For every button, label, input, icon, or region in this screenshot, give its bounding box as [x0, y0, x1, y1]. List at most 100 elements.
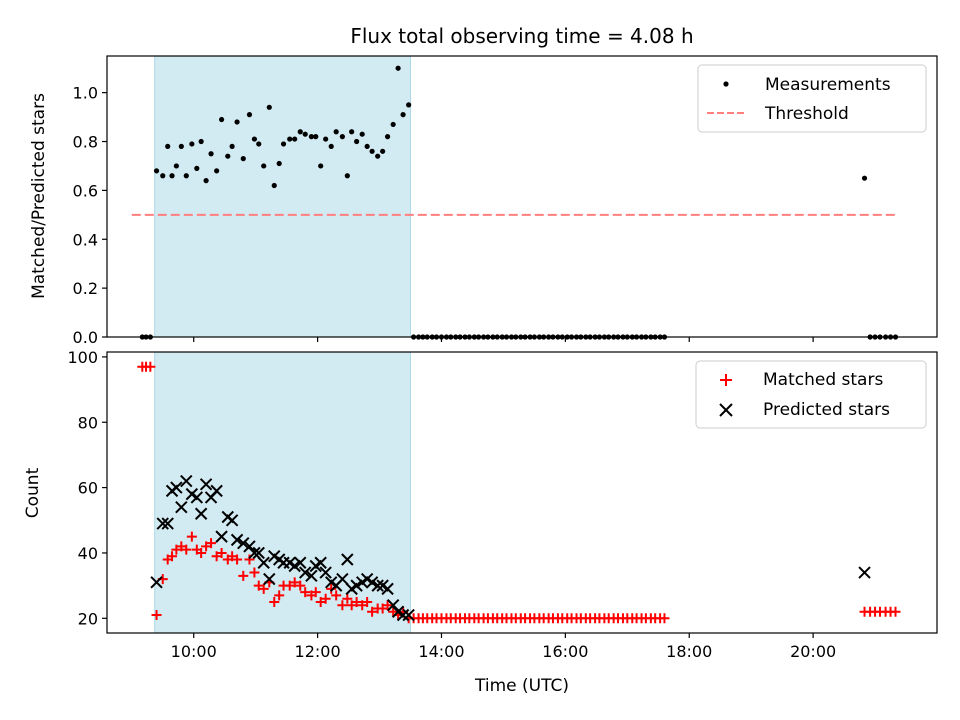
matched-star-point: [320, 593, 331, 604]
y-tick-label: 0.6: [73, 181, 98, 200]
measurement-point: [359, 131, 365, 137]
measurement-point: [261, 163, 267, 169]
legend-threshold-label: Threshold: [764, 104, 849, 124]
predicted-star-point: [180, 474, 193, 488]
predicted-star-point: [294, 556, 307, 569]
predicted-star-point: [350, 579, 363, 592]
bottom-panel: 20 40 60 80 100 10:00 12:00 14:00 16:00 18:00 20:0…: [67, 348, 938, 661]
measurement-point: [218, 116, 225, 123]
measurement-point: [153, 168, 160, 174]
measurement-point: [240, 156, 246, 162]
predicted-star-point: [386, 599, 400, 612]
legend-matched-label: Matched stars: [763, 370, 883, 390]
measurement-point: [234, 119, 240, 125]
predicted-star-point: [225, 514, 239, 527]
bottom-legend: Matched stars Predicted stars: [695, 360, 927, 429]
y-tick-label: 1.0: [73, 84, 98, 103]
predicted-star-point: [299, 566, 312, 579]
matched-star-point: [249, 567, 260, 578]
predicted-star-point: [305, 569, 318, 583]
bottom-y-axis-label: Count: [23, 467, 43, 518]
y-tick-label: 0.2: [73, 279, 98, 298]
y-tick-label: 40: [78, 544, 98, 563]
predicted-star-point: [252, 546, 265, 560]
legend-predicted-marker: [719, 403, 733, 417]
predicted-star-point: [210, 484, 223, 498]
measurement-point: [861, 175, 868, 181]
predicted-star-point: [215, 530, 228, 543]
predicted-star-point: [319, 566, 332, 579]
measurement-point: [297, 129, 303, 135]
measurement-point: [198, 138, 204, 145]
predicted-star-point: [263, 572, 276, 586]
matched-star-point: [289, 577, 300, 588]
matched-star-point: [258, 583, 269, 594]
top-panel: 0.0 0.2 0.4 0.6 0.8 1.0: [73, 55, 938, 347]
matched-star-point: [216, 547, 227, 558]
measurement-point: [271, 182, 277, 189]
measurement-point: [292, 136, 298, 142]
measurement-point: [169, 173, 175, 179]
predicted-star-point: [175, 500, 188, 514]
predicted-star-point: [402, 608, 415, 622]
measurement-point: [364, 143, 370, 150]
predicted-star-point: [248, 546, 261, 560]
y-tick-label: 100: [67, 348, 98, 367]
x-tick-label: 18:00: [666, 642, 712, 661]
measurement-point: [308, 134, 315, 140]
top-legend: Measurements Threshold: [697, 64, 927, 133]
measurement-point: [380, 148, 386, 154]
legend-predicted-label: Predicted stars: [763, 400, 890, 420]
measurement-point: [323, 136, 329, 142]
top-y-axis-label: Matched/Predicted stars: [29, 93, 49, 299]
y-tick-label: 80: [78, 413, 98, 432]
matched-star-point: [167, 551, 178, 562]
matched-star-point: [145, 361, 156, 372]
y-tick-label: 20: [78, 609, 98, 628]
x-axis-label: Time (UTC): [474, 676, 569, 696]
measurement-point: [229, 143, 235, 150]
predicted-star-point: [314, 556, 327, 569]
measurement-point: [287, 136, 293, 142]
axes-frame: [106, 55, 938, 338]
predicted-star-point: [858, 566, 871, 579]
measurement-point: [173, 163, 179, 169]
measurement-point: [203, 178, 209, 184]
predicted-star-point: [230, 533, 244, 547]
predicted-star-point: [396, 608, 410, 622]
measurement-point: [395, 65, 401, 71]
measurement-point: [189, 141, 195, 147]
measurement-point: [280, 141, 287, 147]
measurement-point: [178, 143, 184, 150]
measurement-point: [339, 134, 345, 140]
measurement-point: [251, 136, 258, 142]
x-tick-label: 20:00: [790, 642, 836, 661]
matched-star-point: [367, 606, 378, 617]
predicted-star-point: [194, 507, 208, 520]
legend-measurements-marker: [723, 81, 729, 87]
predicted-star-point: [381, 582, 394, 596]
predicted-star-point: [288, 559, 301, 573]
matched-star-point: [186, 531, 197, 542]
predicted-star-point: [161, 517, 174, 530]
measurement-point: [165, 143, 171, 150]
y-tick-label: 0.8: [73, 133, 98, 152]
measurement-point: [400, 112, 406, 118]
measurement-point: [256, 141, 262, 147]
predicted-star-point: [150, 576, 163, 589]
matched-star-point: [337, 600, 348, 611]
x-tick-label: 12:00: [295, 642, 341, 661]
predicted-star-point: [243, 540, 256, 553]
measurement-point: [276, 160, 282, 167]
predicted-star-point: [341, 553, 354, 566]
measurement-point: [390, 121, 396, 128]
matched-star-point: [269, 596, 280, 607]
matched-star-point: [362, 596, 373, 607]
x-tick-label: 10:00: [171, 642, 217, 661]
matched-star-point: [196, 547, 207, 558]
measurement-point: [246, 112, 253, 118]
measurement-point: [406, 102, 412, 108]
measurement-point: [313, 134, 319, 140]
legend-matched-marker: [720, 374, 732, 386]
predicted-star-point: [190, 491, 204, 504]
